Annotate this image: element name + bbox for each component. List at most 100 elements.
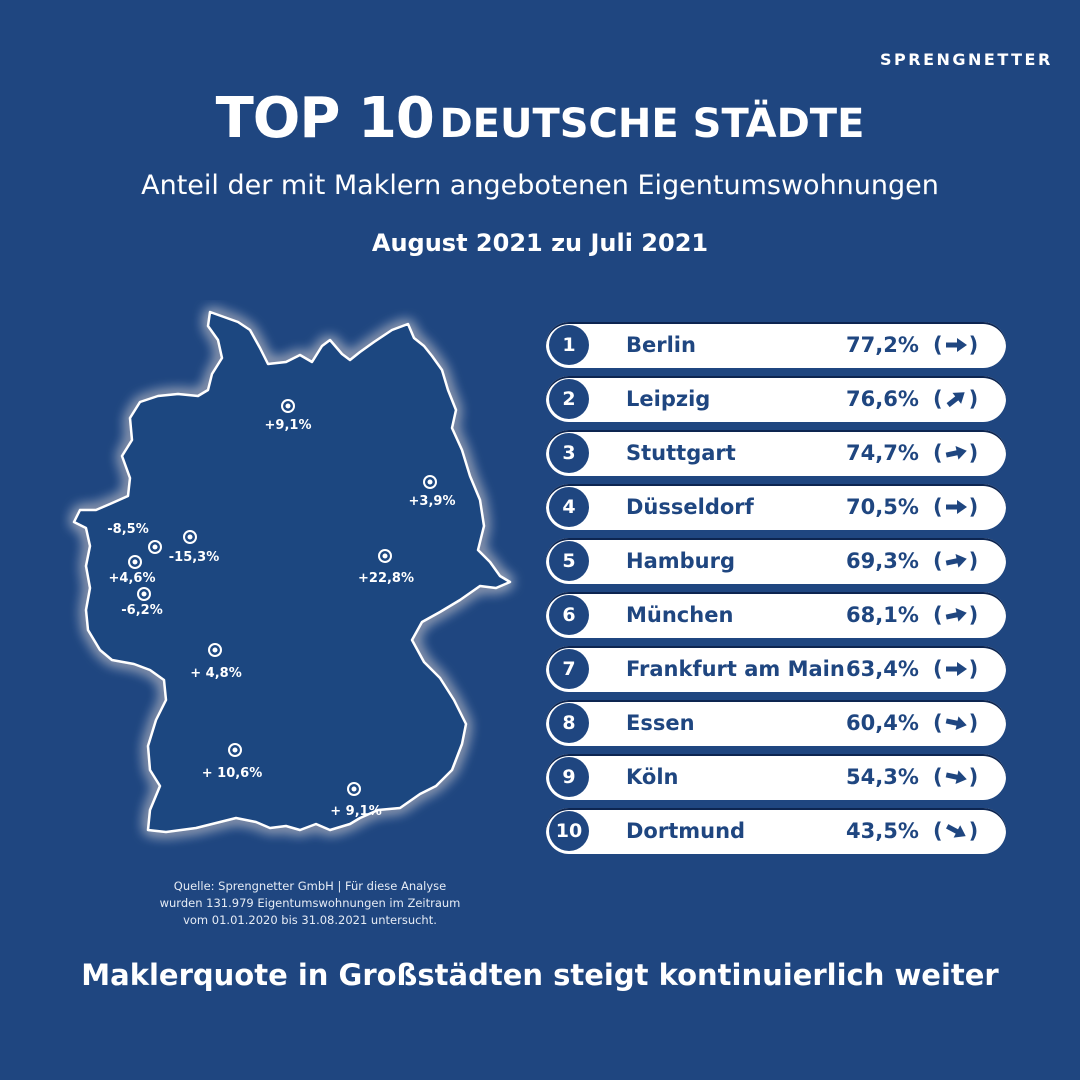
share-value: 43,5%	[846, 819, 919, 843]
marker-label: + 10,6%	[202, 766, 263, 781]
map-marker: -15,3%	[169, 530, 220, 565]
trend-arrow-icon	[945, 824, 966, 838]
marker-dot	[141, 591, 147, 597]
marker-dot	[187, 534, 193, 540]
marker-label: + 9,1%	[330, 804, 381, 819]
marker-ring	[423, 475, 437, 489]
city-name: München	[626, 603, 734, 627]
page-subtitle: Anteil der mit Maklern angebotenen Eigen…	[141, 170, 939, 201]
ranking-row: 4 Düsseldorf 70,5% ()	[546, 484, 1006, 530]
rank-badge: 1	[549, 325, 589, 365]
map-marker: +9,1%	[265, 399, 312, 433]
trend-arrow-icon	[945, 338, 967, 352]
trend-indicator: ()	[933, 711, 979, 735]
share-value: 69,3%	[846, 549, 919, 573]
marker-dot	[152, 544, 158, 550]
share-value: 76,6%	[846, 387, 919, 411]
sprengnetter-logo: SPRENGNETTER	[880, 50, 1053, 69]
trend-arrow-icon	[945, 770, 967, 785]
headline-bottom: Maklerquote in Großstädten steigt kontin…	[81, 958, 999, 992]
rank-badge: 4	[549, 487, 589, 527]
map-marker: + 9,1%	[330, 782, 382, 819]
rank-badge: 8	[549, 703, 589, 743]
trend-indicator: ()	[933, 603, 979, 627]
ranking-row: 3 Stuttgart 74,7% ()	[546, 430, 1006, 476]
trend-indicator: ()	[933, 387, 979, 411]
map-marker: + 10,6%	[202, 743, 263, 781]
ranking-row: 7 Frankfurt am Main 63,4% ()	[546, 646, 1006, 692]
city-name: Frankfurt am Main	[626, 657, 845, 681]
city-name: Köln	[626, 765, 679, 789]
page-title: TOP 10 DEUTSCHE STÄDTE	[0, 86, 1080, 151]
marker-ring	[137, 587, 151, 601]
marker-ring	[281, 399, 295, 413]
marker-dot	[132, 559, 138, 565]
rank-badge: 6	[549, 595, 589, 635]
trend-arrow-icon	[945, 500, 967, 514]
map-marker: +4,6%	[109, 555, 156, 586]
period-label: August 2021 zu Juli 2021	[371, 229, 709, 257]
map-marker: +22,8%	[358, 549, 414, 586]
marker-label: + 4,8%	[190, 666, 241, 681]
trend-indicator: ()	[933, 495, 979, 519]
marker-ring	[128, 555, 142, 569]
city-name: Hamburg	[626, 549, 735, 573]
share-value: 63,4%	[846, 657, 919, 681]
source-note: Quelle: Sprengnetter GmbH | Für diese An…	[110, 878, 510, 929]
ranking-row: 2 Leipzig 76,6% ()	[546, 376, 1006, 422]
trend-indicator: ()	[933, 333, 979, 357]
map-marker: +3,9%	[409, 475, 456, 509]
share-value: 60,4%	[846, 711, 919, 735]
rank-badge: 3	[549, 433, 589, 473]
ranking-row: 9 Köln 54,3% ()	[546, 754, 1006, 800]
marker-label: -15,3%	[169, 550, 220, 565]
share-value: 77,2%	[846, 333, 919, 357]
source-line: vom 01.01.2020 bis 31.08.2021 untersucht…	[183, 913, 437, 927]
rank-badge: 10	[549, 811, 589, 851]
share-value: 70,5%	[846, 495, 919, 519]
marker-dot	[232, 747, 238, 753]
marker-ring	[183, 530, 197, 544]
trend-indicator: ()	[933, 549, 979, 573]
city-name: Dortmund	[626, 819, 746, 843]
rank-badge: 7	[549, 649, 589, 689]
share-value: 74,7%	[846, 441, 919, 465]
city-name: Leipzig	[626, 387, 711, 411]
ranking-row: 8 Essen 60,4% ()	[546, 700, 1006, 746]
city-name: Düsseldorf	[626, 495, 754, 519]
title-top10: TOP 10	[215, 86, 435, 151]
trend-indicator: ()	[933, 657, 979, 681]
trend-arrow-icon	[945, 607, 967, 622]
map-marker: + 4,8%	[190, 643, 242, 681]
marker-dot	[427, 479, 433, 485]
marker-label: +4,6%	[109, 571, 156, 586]
source-line: Quelle: Sprengnetter GmbH | Für diese An…	[173, 879, 447, 893]
trend-indicator: ()	[933, 441, 979, 465]
marker-ring	[228, 743, 242, 757]
city-name: Berlin	[626, 333, 696, 357]
title-deutsche-staedte: DEUTSCHE STÄDTE	[439, 101, 865, 147]
ranking-row: 10 Dortmund 43,5% ()	[546, 808, 1006, 854]
marker-label: +22,8%	[358, 571, 414, 586]
marker-label: +9,1%	[265, 418, 312, 433]
marker-ring	[148, 540, 162, 554]
city-name: Essen	[626, 711, 695, 735]
ranking-row: 6 München 68,1% ()	[546, 592, 1006, 638]
marker-label: -6,2%	[121, 603, 162, 618]
trend-arrow-icon	[945, 445, 967, 460]
trend-arrow-icon	[946, 392, 965, 408]
marker-ring	[208, 643, 222, 657]
trend-arrow-icon	[945, 716, 967, 731]
marker-dot	[382, 553, 388, 559]
share-value: 68,1%	[846, 603, 919, 627]
rank-badge: 9	[549, 757, 589, 797]
germany-outline	[72, 310, 512, 834]
trend-arrow-icon	[945, 662, 967, 676]
share-value: 54,3%	[846, 765, 919, 789]
marker-ring	[347, 782, 361, 796]
source-line: wurden 131.979 Eigentumswohnungen im Zei…	[159, 896, 461, 910]
rank-badge: 2	[549, 379, 589, 419]
ranking-list: 1 Berlin 77,2% () 2 Leipzig 76,6% () 3 Stuttgart 7…	[546, 322, 1006, 862]
trend-indicator: ()	[933, 819, 979, 843]
marker-label: +3,9%	[409, 494, 456, 509]
